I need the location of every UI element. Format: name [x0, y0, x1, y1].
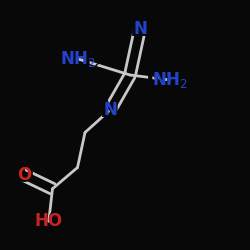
- Text: N: N: [130, 17, 150, 41]
- Text: NH$_2$: NH$_2$: [60, 49, 96, 69]
- Text: NH$_2$: NH$_2$: [152, 70, 188, 90]
- Text: N: N: [100, 98, 120, 122]
- Text: NH$_2$: NH$_2$: [52, 46, 102, 72]
- Text: NH$_2$: NH$_2$: [145, 67, 195, 93]
- Text: N: N: [103, 101, 117, 119]
- Text: N: N: [133, 20, 147, 38]
- Text: HO: HO: [35, 212, 63, 230]
- Text: O: O: [14, 163, 34, 187]
- Text: HO: HO: [29, 209, 69, 233]
- Text: O: O: [16, 166, 31, 184]
